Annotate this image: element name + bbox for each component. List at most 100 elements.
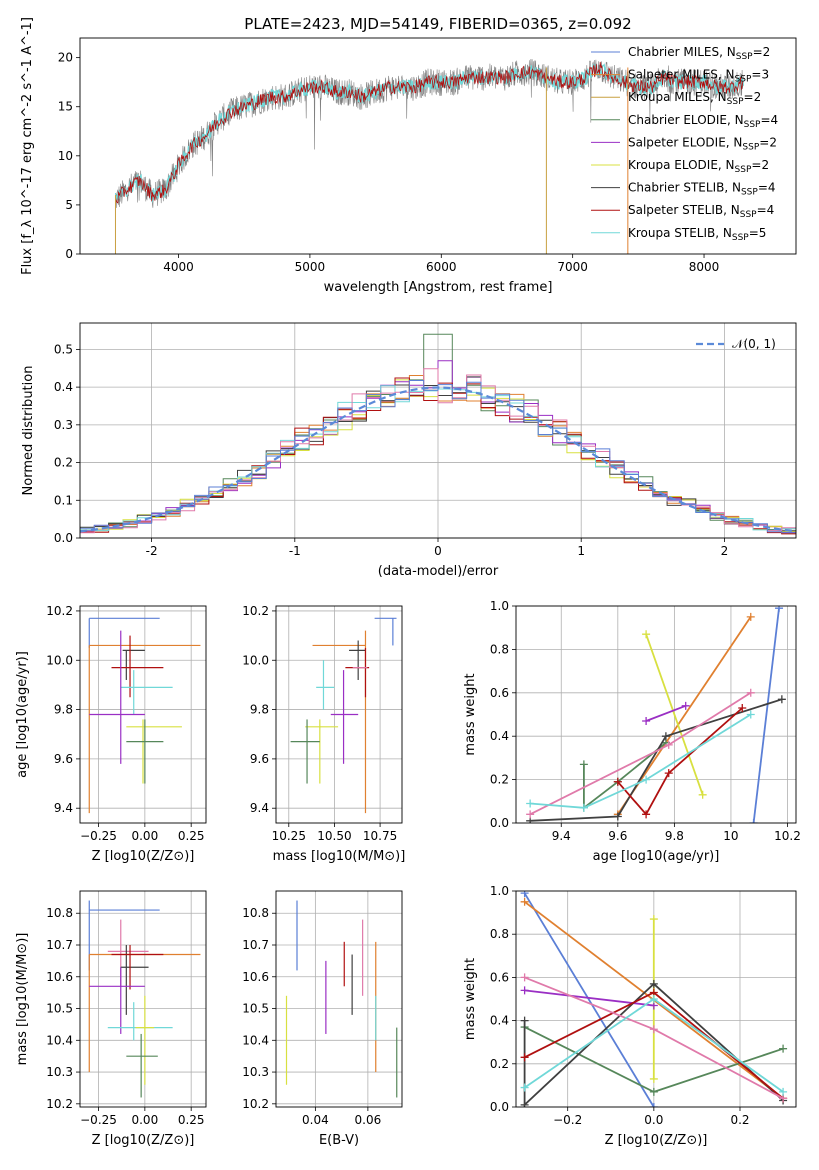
y-axis-label: Normed distribution bbox=[21, 366, 36, 496]
series-marker bbox=[520, 973, 529, 982]
spectrum-line bbox=[115, 61, 744, 204]
y-axis-label: mass weight bbox=[463, 958, 478, 1040]
x-tick-label: 8000 bbox=[689, 260, 720, 274]
series-marker bbox=[613, 812, 622, 821]
x-axis-label: Z [log10(Z/Z⊙)] bbox=[605, 1133, 708, 1148]
y-tick-label: 5 bbox=[65, 198, 73, 212]
x-tick-label: 2 bbox=[721, 544, 729, 558]
y-tick-label: 9.8 bbox=[54, 703, 73, 717]
series-path bbox=[617, 707, 743, 816]
y-tick-label: 10.2 bbox=[46, 1097, 73, 1111]
series-marker bbox=[642, 810, 651, 819]
x-axis-label: Z [log10(Z/Z⊙)] bbox=[92, 1133, 195, 1148]
series-marker bbox=[777, 695, 786, 704]
x-axis-label: Z [log10(Z/Z⊙)] bbox=[92, 849, 195, 864]
series-marker bbox=[520, 1100, 529, 1107]
series-marker bbox=[661, 732, 670, 741]
y-tick-label: 0.8 bbox=[490, 642, 509, 656]
y-tick-label: 10.8 bbox=[46, 906, 73, 920]
x-tick-label: 5000 bbox=[295, 260, 326, 274]
x-tick-label: 0.25 bbox=[178, 1113, 205, 1127]
series-marker bbox=[779, 1087, 788, 1096]
x-tick-label: -1 bbox=[289, 544, 301, 558]
series-marker bbox=[775, 606, 784, 613]
series-marker bbox=[649, 915, 658, 924]
series-marker bbox=[649, 1074, 658, 1083]
y-axis-label: age [log10(age/yr)] bbox=[15, 651, 30, 778]
errorbar-point bbox=[290, 719, 320, 784]
series-marker bbox=[698, 790, 707, 799]
chart-spectrum: 4000 5000 6000 7000 8000 0 5 10 15 20 wavelength [… bbox=[20, 17, 797, 295]
x-tick-label: 10 bbox=[723, 829, 738, 843]
legend-entry: Salpeter STELIB, NSSP=4 bbox=[628, 203, 774, 220]
errorbar-point bbox=[120, 945, 149, 1015]
x-tick-label: 0.00 bbox=[131, 829, 158, 843]
x-tick-label: -2 bbox=[146, 544, 158, 558]
series-marker bbox=[746, 688, 755, 697]
errorbar-point bbox=[126, 1033, 158, 1098]
y-tick-label: 0.6 bbox=[490, 686, 509, 700]
y-tick-label: 10.3 bbox=[242, 1065, 269, 1079]
y-tick-label: 10.0 bbox=[46, 653, 73, 667]
errorbar-point bbox=[122, 649, 145, 680]
x-tick-label: 0.25 bbox=[178, 829, 205, 843]
chart-mass_vs_ebv: 0.04 0.06 10.2 10.3 10.4 10.5 10.6 10.7 10.8 E(B-… bbox=[242, 890, 403, 1148]
axes-frame bbox=[79, 37, 797, 255]
legend-entry: Chabrier MILES, NSSP=2 bbox=[628, 45, 770, 62]
series-marker bbox=[681, 701, 690, 710]
errorbar-point bbox=[120, 670, 173, 715]
y-tick-label: 0.1 bbox=[54, 493, 73, 507]
chart-mass_vs_Z: −0.25 0.00 0.25 10.2 10.3 10.4 10.5 10.6 10.7 10.… bbox=[15, 890, 207, 1148]
errorbar-point bbox=[316, 660, 335, 710]
y-tick-label: 9.4 bbox=[250, 801, 269, 815]
axes-frame bbox=[79, 605, 207, 824]
y-tick-label: 10.6 bbox=[46, 970, 73, 984]
chart-residuals: -2 -1 0 1 2 0.0 0.1 0.2 0.3 0.4 0.5 (data-model)/er… bbox=[21, 322, 797, 579]
series-marker bbox=[649, 979, 658, 988]
chart-weight_vs_Z: −0.2 0.0 0.2 0.0 0.2 0.4 0.6 0.8 1.0 Z [log10(Z/Z… bbox=[463, 884, 797, 1148]
series-line bbox=[642, 701, 690, 726]
y-axis-label: mass [log10(M/M⊙)] bbox=[15, 933, 30, 1066]
x-axis-label: age [log10(age/yr)] bbox=[593, 849, 720, 864]
axes-frame bbox=[79, 890, 207, 1108]
x-tick-label: 6000 bbox=[426, 260, 457, 274]
y-tick-label: 10.8 bbox=[242, 906, 269, 920]
figure-title: PLATE=2423, MJD=54149, FIBERID=0365, z=0… bbox=[244, 15, 631, 33]
x-tick-label: 0.04 bbox=[302, 1113, 329, 1127]
y-tick-label: 0.4 bbox=[54, 380, 73, 394]
y-tick-label: 0 bbox=[65, 247, 73, 261]
series-line bbox=[520, 986, 658, 1010]
y-tick-label: 0.0 bbox=[490, 816, 509, 830]
series-path bbox=[530, 698, 783, 822]
series-line bbox=[520, 973, 788, 1103]
y-tick-label: 0.4 bbox=[490, 729, 509, 743]
y-tick-label: 0.3 bbox=[54, 418, 73, 432]
x-tick-label: 9.6 bbox=[608, 829, 627, 843]
legend-entry: 𝒩(0, 1) bbox=[732, 337, 776, 351]
y-tick-label: 9.6 bbox=[54, 752, 73, 766]
y-tick-label: 10.4 bbox=[242, 1033, 269, 1047]
y-tick-label: 0.5 bbox=[54, 342, 73, 356]
series-path bbox=[617, 616, 752, 815]
errorbar-point bbox=[126, 719, 164, 784]
series-path bbox=[530, 713, 752, 809]
y-tick-label: 0.4 bbox=[490, 1014, 509, 1028]
y-tick-label: 10.7 bbox=[242, 938, 269, 952]
y-tick-label: 10.2 bbox=[46, 604, 73, 618]
x-tick-label: 0.2 bbox=[730, 1113, 749, 1127]
series-path bbox=[583, 742, 667, 810]
legend: Chabrier MILES, NSSP=2 Salpeter MILES, NS… bbox=[591, 45, 778, 243]
series-line bbox=[520, 891, 658, 1107]
axes-frame bbox=[275, 890, 403, 1108]
x-tick-label: 0 bbox=[434, 544, 442, 558]
series-path bbox=[645, 704, 687, 722]
y-tick-label: 0.2 bbox=[490, 1057, 509, 1071]
x-tick-label: −0.25 bbox=[80, 829, 117, 843]
series-marker bbox=[664, 740, 673, 749]
x-axis-label: mass [log10(M/M⊙)] bbox=[273, 849, 406, 864]
series-line bbox=[526, 688, 755, 819]
y-tick-label: 10.7 bbox=[46, 938, 73, 952]
legend-entry: Chabrier ELODIE, NSSP=4 bbox=[628, 113, 778, 130]
y-tick-label: 10.3 bbox=[46, 1065, 73, 1079]
errorbar-point bbox=[312, 630, 367, 814]
